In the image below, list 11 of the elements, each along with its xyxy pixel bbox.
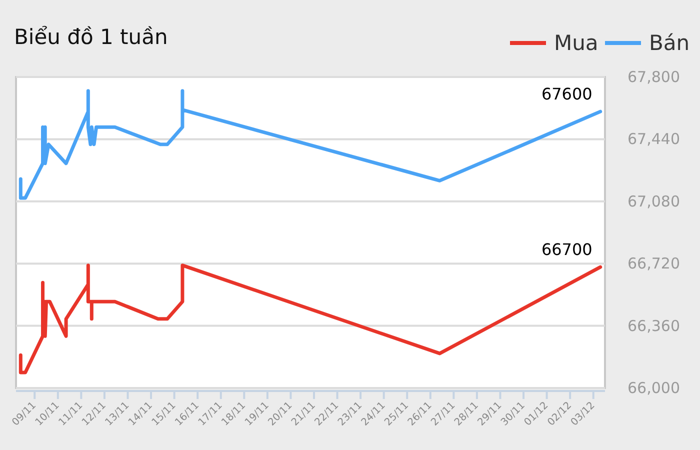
- y-tick-label: 66,000: [628, 379, 680, 397]
- legend-label: Bán: [649, 31, 690, 55]
- y-tick-label: 66,720: [628, 254, 680, 273]
- legend-label: Mua: [554, 31, 598, 55]
- annotation: 67600: [541, 84, 592, 104]
- y-tick-label: 66,360: [628, 316, 680, 335]
- annotation: 66700: [541, 240, 592, 260]
- chart-title: Biểu đồ 1 tuần: [14, 25, 168, 49]
- y-tick-label: 67,080: [628, 192, 680, 210]
- y-tick-label: 67,440: [628, 130, 680, 148]
- y-tick-label: 67,800: [628, 68, 680, 86]
